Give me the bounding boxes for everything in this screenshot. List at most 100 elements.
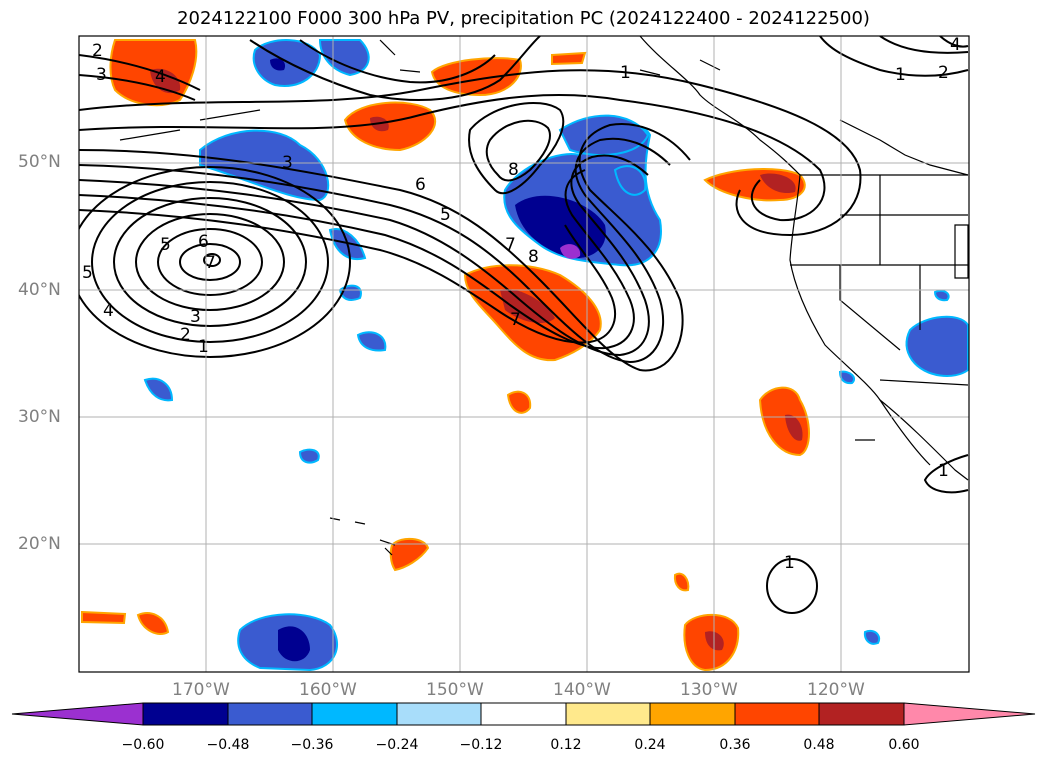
precip-neg-blob <box>838 370 856 385</box>
pv-contour <box>179 243 241 281</box>
precip-neg-blob <box>613 165 647 196</box>
contour-labels: 2 3 4 1 1 2 4 3 6 5 8 7 8 7 5 6 7 5 4 3 … <box>82 35 961 573</box>
pv-contour <box>79 154 650 357</box>
plot-frame <box>78 35 970 673</box>
contour-label: 2 <box>92 41 103 61</box>
lat-label-40n: 40°N <box>18 280 61 300</box>
contour-label: 5 <box>440 205 451 225</box>
contour-label: 3 <box>282 153 293 173</box>
precip-strong-neg <box>278 626 310 662</box>
precip-pos-blob <box>506 390 532 414</box>
contour-label: 2 <box>180 325 191 345</box>
precip-pos-blob <box>673 572 690 592</box>
precip-pos-blob <box>343 101 437 152</box>
pv-contour <box>485 119 551 182</box>
colorbar-tick: 0.48 <box>803 737 835 753</box>
precip-pos-blob <box>81 610 127 625</box>
pv-contour <box>819 36 969 77</box>
pv-contour <box>79 137 671 364</box>
colorbar-swatch <box>311 702 398 726</box>
lon-label-120w: 120°W <box>807 680 865 700</box>
pv-contour <box>249 36 541 101</box>
colorbar <box>11 702 1036 726</box>
colorbar-tick: −0.60 <box>121 737 165 753</box>
contour-label: 8 <box>528 247 539 267</box>
pv-contour <box>79 209 616 344</box>
colorbar-swatch <box>480 702 567 726</box>
colorbar-tick: 0.60 <box>888 737 920 753</box>
graticule <box>79 36 969 672</box>
colorbar-swatch <box>649 702 736 726</box>
contour-label: 4 <box>103 301 114 321</box>
contour-label: 5 <box>160 235 171 255</box>
pv-contour <box>157 228 263 296</box>
colorbar-swatch <box>396 702 482 726</box>
contour-label: 3 <box>190 307 201 327</box>
contour-label: 7 <box>510 310 521 330</box>
pv-contour <box>135 213 285 311</box>
precip-neg-blob <box>143 377 174 402</box>
pv-contour <box>203 253 221 267</box>
colorbar-tick: 0.36 <box>719 737 751 753</box>
lon-label-160w: 160°W <box>299 680 357 700</box>
colorbar-tick: −0.48 <box>206 737 250 753</box>
colorbar-swatch <box>818 702 905 726</box>
colorbar-extend-high <box>903 702 1036 726</box>
precip-pos-blob <box>136 612 170 635</box>
contour-label: 1 <box>938 461 949 481</box>
contour-label: 1 <box>620 63 631 83</box>
colorbar-tick: 0.12 <box>550 737 582 753</box>
colorbar-swatch <box>734 702 820 726</box>
pv-contour <box>79 166 351 358</box>
pv-contour <box>91 181 329 343</box>
pv-contour <box>79 94 826 222</box>
precip-pos-blob <box>551 51 587 66</box>
precip-pos-blob <box>758 386 810 457</box>
precip-neg-blob <box>356 331 387 352</box>
precip-neg-blob <box>905 315 969 377</box>
contour-label: 6 <box>198 232 209 252</box>
contour-label: 5 <box>82 263 93 283</box>
colorbar-swatch <box>142 702 229 726</box>
contour-label: 7 <box>505 235 516 255</box>
pv-contour <box>299 39 496 84</box>
pv-contour <box>113 197 307 327</box>
pv-contour <box>468 102 565 195</box>
colorbar-swatch <box>227 702 313 726</box>
contour-label: 1 <box>198 337 209 357</box>
precip-strong-pos <box>760 173 796 194</box>
precip-neg-blob <box>863 630 881 645</box>
pv-contour <box>79 123 691 372</box>
colorbar-tick: −0.24 <box>375 737 419 753</box>
precip-neg-blob <box>933 289 950 302</box>
colorbar-tick: 0.24 <box>634 737 666 753</box>
pv-contour <box>879 36 969 54</box>
lon-label-140w: 140°W <box>553 680 611 700</box>
pv-contour <box>79 169 635 350</box>
precip-neg-blob <box>298 448 320 464</box>
precip-neg-blob <box>558 114 650 156</box>
precip-strong-pos <box>785 414 803 441</box>
contour-label: 6 <box>415 175 426 195</box>
pv-contour <box>79 54 201 91</box>
lat-label-30n: 30°N <box>18 407 61 427</box>
map-title: 2024122100 F000 300 hPa PV, precipitatio… <box>177 8 870 29</box>
precip-strong-neg <box>515 195 606 259</box>
contour-label: 3 <box>96 65 107 85</box>
lat-label-50n: 50°N <box>18 152 61 172</box>
precip-pos-blob <box>389 537 430 572</box>
pv-contour <box>79 74 196 101</box>
precip-pos-blob <box>430 57 522 97</box>
pv-contour <box>79 69 862 237</box>
pv-contours <box>79 36 969 614</box>
colorbar-tick: −0.36 <box>290 737 334 753</box>
precip-purple-core <box>560 244 581 259</box>
pv-contour <box>923 454 969 494</box>
contour-label: 7 <box>205 253 216 273</box>
colorbar-tick: −0.12 <box>459 737 503 753</box>
lon-label-150w: 150°W <box>426 680 484 700</box>
precip-field <box>81 39 969 672</box>
lat-label-20n: 20°N <box>18 534 61 554</box>
contour-label: 1 <box>784 553 795 573</box>
